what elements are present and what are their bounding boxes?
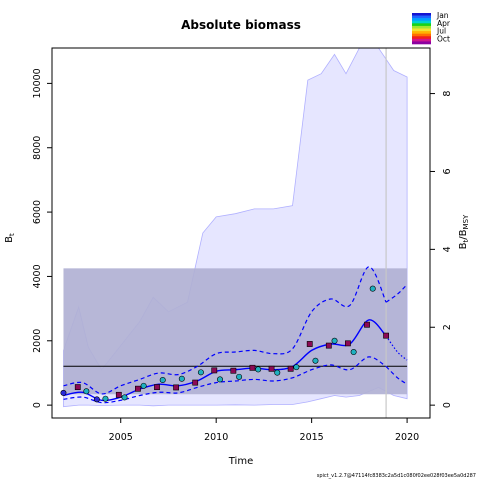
y-axis-right-label-sub-msy: MSY — [462, 214, 470, 229]
observation-point — [383, 332, 389, 339]
y-axis-right-label-main: B — [458, 242, 469, 249]
observation-point — [287, 365, 294, 372]
y-axis-left: 0 2000 4000 6000 8000 10000 — [32, 68, 52, 408]
estimate-lower-line — [63, 356, 387, 404]
observation-point — [230, 367, 237, 374]
observation-point — [74, 384, 81, 391]
observation-point — [121, 394, 128, 401]
observation-point — [93, 396, 100, 403]
forecast-lower-line — [385, 366, 408, 385]
y-left-tick-label: 6000 — [32, 200, 43, 224]
estimate-confidence-band — [63, 268, 408, 395]
y-left-tick-label: 4000 — [32, 264, 43, 288]
observation-point — [192, 379, 199, 386]
observation-point — [140, 382, 147, 389]
y-axis-right-label: Bt/BMSY — [458, 214, 470, 249]
x-tick-label: 2020 — [395, 432, 419, 443]
y-left-tick-label: 10000 — [32, 68, 43, 98]
legend-color-swatch — [412, 25, 431, 29]
x-axis: 2005 2010 2015 2020 — [109, 418, 419, 443]
observation-point — [211, 367, 218, 374]
observation-point — [350, 349, 357, 356]
observation-point — [102, 395, 109, 402]
observation-point — [255, 366, 262, 373]
legend-label: Jan — [436, 11, 449, 20]
observation-point — [154, 384, 160, 391]
legend-label: Apr — [437, 19, 451, 28]
legend-color-swatch — [412, 13, 431, 16]
forecast-median-line — [385, 335, 408, 361]
chart-title: Absolute biomass — [181, 18, 301, 32]
observation-point — [364, 321, 370, 328]
observation-point — [236, 373, 243, 380]
legend-color-swatch — [412, 15, 431, 19]
observation-point — [312, 357, 319, 364]
y-axis-right-label-slash: /B — [458, 229, 469, 239]
y-left-tick-label: 0 — [32, 402, 43, 408]
legend-color-swatch — [412, 28, 431, 32]
x-tick-label: 2010 — [204, 432, 228, 443]
legend-color-swatch — [412, 36, 431, 40]
legend-color-swatch — [412, 31, 431, 34]
observation-point — [197, 369, 204, 376]
forecast-upper-line — [385, 284, 408, 303]
estimate-upper-line — [63, 266, 387, 395]
observation-point — [325, 342, 332, 349]
legend-label: Jul — [436, 27, 446, 36]
observation-point — [293, 364, 300, 371]
y-axis-left-label-sub: t — [8, 233, 16, 236]
y-right-tick-label: 0 — [442, 402, 453, 408]
observation-point — [135, 385, 141, 392]
legend-color-swatch — [412, 20, 431, 24]
plot-frame — [51, 47, 431, 419]
observation-point — [178, 375, 185, 382]
observation-point — [60, 389, 67, 396]
observation-point — [331, 337, 338, 344]
observation-point — [249, 364, 256, 371]
observation-point — [345, 340, 351, 347]
observation-point — [268, 365, 275, 372]
legend-color-swatch — [412, 41, 431, 45]
legend-color-swatch — [412, 33, 431, 37]
legend-label: Oct — [437, 34, 450, 43]
observation-point — [369, 285, 376, 292]
observation-point — [306, 341, 313, 347]
observation-point — [159, 377, 166, 384]
y-axis-right: 0 2 4 6 8 — [430, 91, 453, 408]
observation-point — [115, 391, 122, 398]
y-left-tick-label: 2000 — [32, 329, 43, 353]
legend-color-swatch — [412, 23, 431, 27]
observation-point — [274, 369, 281, 376]
y-axis-left-label: Bt — [4, 233, 16, 243]
y-right-tick-label: 4 — [442, 246, 453, 252]
legend-color-swatch — [412, 18, 431, 22]
observation-point — [173, 384, 179, 391]
y-axis-right-label-sub-t: t — [462, 239, 470, 242]
y-left-tick-label: 8000 — [32, 136, 43, 160]
y-right-tick-label: 2 — [442, 324, 453, 330]
x-tick-label: 2015 — [300, 432, 324, 443]
observation-point — [217, 376, 224, 383]
footer-version: spict_v1.2.7@47114fc8383c2a5d1c080f02ee0… — [317, 473, 476, 479]
y-right-tick-label: 6 — [442, 168, 453, 174]
x-tick-label: 2005 — [109, 432, 133, 443]
plot-area — [60, 48, 408, 418]
y-right-tick-label: 8 — [442, 91, 453, 97]
legend-color-swatch — [412, 38, 431, 42]
observation-points — [60, 285, 389, 403]
observation-point — [83, 388, 90, 395]
y-axis-left-label-main: B — [4, 236, 15, 243]
x-axis-label: Time — [228, 456, 253, 467]
